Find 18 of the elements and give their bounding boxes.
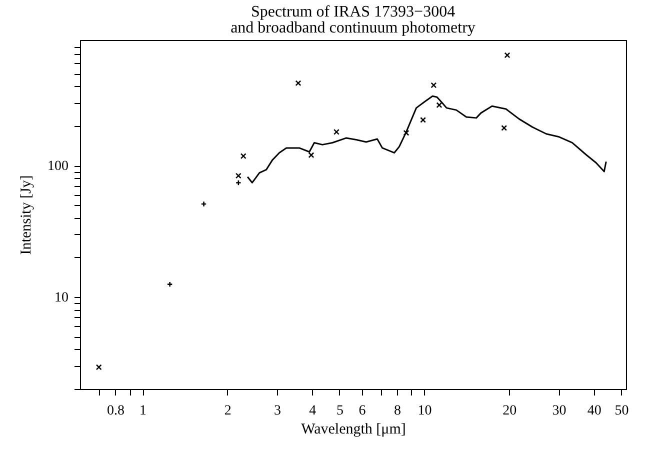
- chart-subtitle: and broadband continuum photometry: [230, 20, 476, 37]
- x-tick-label: 2: [224, 404, 232, 418]
- y-axis-title: Intensity [Jy]: [18, 175, 34, 255]
- x-tick-label: 8: [394, 404, 401, 418]
- x-tick-label: 50: [614, 404, 629, 418]
- x-tick-label: 6: [358, 404, 366, 418]
- x-tick-label: 0.8: [106, 404, 124, 418]
- x-tick-label: 10: [418, 404, 432, 418]
- y-tick-label: 100: [48, 159, 68, 174]
- x-tick-label: 3: [274, 404, 281, 418]
- x-tick-label: 40: [587, 404, 602, 418]
- x-tick-label: 4: [309, 404, 316, 418]
- x-tick-label: 1: [140, 404, 147, 418]
- x-axis-title: Wavelength [μm]: [301, 422, 406, 438]
- chart-title: Spectrum of IRAS 17393−3004: [250, 4, 456, 21]
- x-tick-label: 30: [552, 404, 566, 418]
- x-tick-label: 20: [502, 404, 517, 418]
- x-tick-label: 5: [336, 404, 344, 418]
